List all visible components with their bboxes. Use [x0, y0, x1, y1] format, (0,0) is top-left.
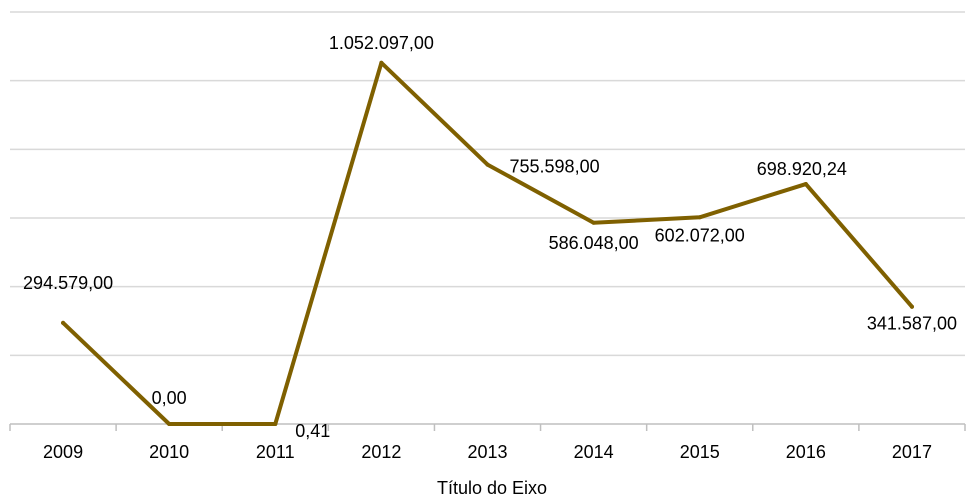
data-point	[697, 215, 702, 220]
x-tick-label: 2012	[361, 442, 401, 462]
x-tick-label: 2011	[256, 442, 295, 462]
x-tick-label: 2016	[786, 442, 826, 462]
data-label: 755.598,00	[510, 157, 600, 177]
data-label: 1.052.097,00	[329, 33, 434, 53]
data-point	[61, 320, 66, 325]
data-point	[591, 220, 596, 225]
x-tick-label: 2017	[892, 442, 932, 462]
x-tick-label: 2010	[149, 442, 189, 462]
data-point	[803, 182, 808, 187]
data-label: 698.920,24	[757, 159, 847, 179]
x-axis-title: Título do Eixo	[437, 478, 547, 497]
data-label: 294.579,00	[23, 273, 113, 293]
data-labels: 294.579,00 0,00 0,41 1.052.097,00 755.598,00…	[23, 33, 957, 441]
data-point	[485, 162, 490, 167]
data-point	[909, 304, 914, 309]
series-line	[61, 60, 914, 426]
gridlines	[10, 11, 965, 357]
x-tick-label: 2015	[680, 442, 720, 462]
data-label: 586.048,00	[549, 233, 639, 253]
x-tick-label: 2014	[574, 442, 614, 462]
data-point	[379, 60, 384, 65]
series	[61, 60, 914, 426]
x-tick-label: 2009	[43, 442, 83, 462]
data-label: 341.587,00	[867, 314, 957, 334]
data-point	[167, 422, 172, 426]
data-label: 0,41	[295, 421, 330, 441]
data-label: 0,00	[152, 388, 187, 408]
x-tick-label: 2013	[467, 442, 507, 462]
x-axis: 2009 2010 2011 2012 2013 2014 2015 2016 2017	[9, 423, 966, 462]
data-point	[273, 421, 278, 426]
data-label: 602.072,00	[655, 225, 745, 245]
